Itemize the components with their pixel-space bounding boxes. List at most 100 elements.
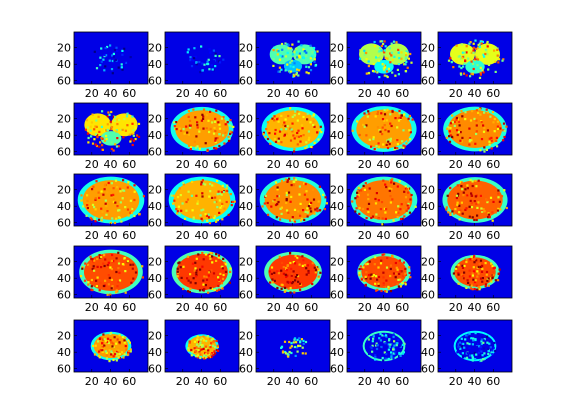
heatmap-speckle — [365, 271, 368, 274]
heatmap-speckle — [212, 275, 215, 278]
heatmap-speckle — [211, 261, 214, 264]
y-tick-label: 20 — [148, 330, 162, 343]
heatmap-speckle — [209, 127, 212, 130]
heatmap-speckle — [262, 131, 265, 134]
heatmap-speckle — [311, 262, 314, 265]
heatmap-speckle — [290, 59, 293, 62]
heatmap-speckle — [299, 219, 303, 222]
y-tick-label: 60 — [239, 217, 253, 230]
heatmap-speckle — [400, 203, 403, 206]
heatmap-speckle — [366, 115, 369, 118]
axes-frame — [164, 31, 240, 85]
heatmap-speckle — [126, 208, 130, 211]
heatmap-speckle — [93, 216, 96, 220]
heatmap-speckle — [448, 140, 452, 143]
tissue-core — [264, 180, 322, 220]
heatmap-speckle — [230, 204, 233, 207]
heatmap-speckle — [90, 257, 93, 260]
heatmap-speckle — [204, 356, 207, 360]
heatmap-speckle — [190, 65, 194, 68]
heatmap-speckle — [134, 127, 137, 130]
y-tick-label: 20 — [330, 42, 344, 55]
heatmap-speckle — [389, 274, 392, 278]
heatmap-speckle — [383, 113, 387, 116]
heatmap-speckle — [105, 134, 108, 138]
heatmap-speckle — [126, 112, 129, 115]
heatmap-speckle — [86, 132, 90, 135]
heatmap-speckle — [463, 264, 466, 268]
heatmap-speckle — [295, 73, 298, 76]
heatmap-image — [79, 249, 144, 296]
heatmap-speckle — [367, 60, 370, 63]
heatmap-speckle — [467, 281, 470, 284]
heatmap-speckle — [180, 129, 183, 132]
heatmap-speckle — [398, 272, 401, 275]
heatmap-speckle — [103, 69, 106, 72]
heatmap-speckle — [396, 283, 399, 286]
heatmap-speckle — [464, 111, 467, 114]
heatmap-speckle — [210, 269, 213, 272]
heatmap-speckle — [104, 339, 107, 342]
heatmap-speckle — [187, 48, 190, 51]
heatmap-speckle — [115, 257, 118, 260]
heatmap-speckle — [218, 144, 221, 148]
x-tick-label: 40 — [377, 301, 391, 314]
heatmap-speckle — [132, 134, 135, 137]
heatmap-speckle — [115, 130, 118, 133]
heatmap-speckle — [302, 339, 305, 342]
heatmap-speckle — [461, 56, 464, 59]
heatmap-speckle — [124, 270, 127, 273]
heatmap-speckle — [358, 206, 361, 210]
heatmap-speckle — [306, 128, 309, 131]
heatmap-speckle — [293, 137, 296, 140]
heatmap-speckle — [101, 346, 104, 349]
heatmap-speckle — [103, 264, 106, 268]
heatmap-speckle — [266, 201, 269, 205]
heatmap-speckle — [296, 131, 299, 135]
heatmap-speckle — [397, 205, 400, 208]
heatmap-speckle — [202, 115, 205, 118]
heatmap-speckle — [229, 132, 232, 135]
y-tick-label: 60 — [330, 217, 344, 230]
heatmap-speckle — [392, 349, 395, 352]
heatmap-speckle — [298, 193, 301, 196]
y-tick-label: 40 — [57, 272, 71, 285]
heatmap-speckle — [128, 341, 131, 344]
heatmap-speckle — [200, 348, 203, 351]
heatmap-speckle — [471, 288, 474, 291]
heatmap-speckle — [481, 354, 484, 357]
heatmap-speckle — [381, 223, 384, 226]
heatmap-speckle — [312, 124, 315, 127]
heatmap-speckle — [286, 125, 289, 128]
heatmap-speckle — [471, 354, 474, 357]
heatmap-speckle — [277, 195, 280, 198]
heatmap-speckle — [371, 340, 374, 343]
heatmap-speckle — [110, 259, 113, 262]
heatmap-speckle — [306, 264, 309, 267]
heatmap-speckle — [470, 194, 474, 197]
heatmap-speckle — [232, 125, 235, 128]
heatmap-speckle — [407, 202, 410, 205]
heatmap-speckle — [310, 52, 313, 55]
heatmap-speckle — [397, 73, 400, 76]
heatmap-speckle — [289, 70, 293, 73]
heatmap-speckle — [475, 218, 478, 222]
heatmap-speckle — [82, 205, 85, 208]
heatmap-speckle — [483, 55, 486, 58]
heatmap-speckle — [280, 68, 283, 71]
heatmap-speckle — [270, 205, 273, 208]
heatmap-speckle — [187, 279, 190, 282]
heatmap-speckle — [390, 54, 393, 57]
heatmap-speckle — [91, 289, 94, 292]
heatmap-speckle — [375, 192, 378, 195]
heatmap-speckle — [97, 115, 100, 118]
heatmap-speckle — [280, 346, 283, 349]
heatmap-speckle — [463, 271, 466, 274]
heatmap-speckle — [100, 216, 103, 219]
heatmap-speckle — [391, 110, 394, 113]
heatmap-speckle — [188, 349, 191, 352]
heatmap-speckle — [284, 178, 287, 181]
heatmap-speckle — [207, 271, 211, 274]
